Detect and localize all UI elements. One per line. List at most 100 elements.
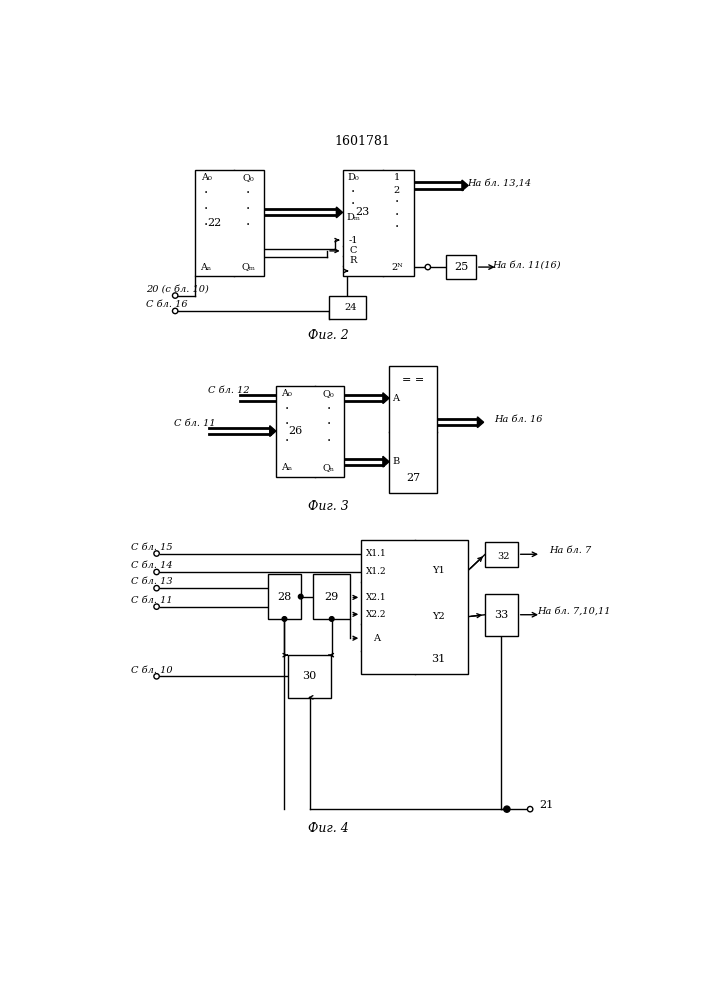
Circle shape	[173, 293, 178, 298]
Text: B: B	[392, 457, 399, 466]
Circle shape	[298, 594, 303, 599]
Text: 1: 1	[394, 173, 400, 182]
Text: 1601781: 1601781	[334, 135, 390, 148]
Text: ·: ·	[246, 218, 250, 232]
Polygon shape	[383, 393, 389, 404]
Text: Aₙ: Aₙ	[201, 263, 212, 272]
Circle shape	[282, 617, 287, 621]
Text: ·: ·	[204, 218, 209, 232]
Bar	[446, 255, 476, 279]
Text: На бл. 7: На бл. 7	[549, 546, 592, 555]
Text: Фиг. 3: Фиг. 3	[308, 500, 349, 513]
Text: A: A	[373, 634, 380, 643]
Text: ·: ·	[246, 202, 250, 216]
Text: D₀: D₀	[348, 173, 359, 182]
Text: ·: ·	[285, 434, 289, 448]
Bar	[485, 542, 518, 567]
Bar	[195, 170, 264, 276]
Text: X2.1: X2.1	[366, 593, 387, 602]
Polygon shape	[270, 426, 276, 436]
Text: ·: ·	[327, 434, 331, 448]
Polygon shape	[462, 180, 468, 191]
Text: С бл. 12: С бл. 12	[209, 386, 250, 395]
Polygon shape	[383, 456, 389, 467]
Text: 27: 27	[406, 473, 420, 483]
Text: Фиг. 4: Фиг. 4	[308, 822, 349, 835]
Text: Aₙ: Aₙ	[281, 463, 293, 472]
Text: Q₀: Q₀	[323, 389, 334, 398]
Bar	[343, 170, 414, 276]
Text: На бл. 13,14: На бл. 13,14	[467, 179, 531, 188]
Text: На бл. 7,10,11: На бл. 7,10,11	[537, 606, 610, 615]
Text: С бл. 16: С бл. 16	[146, 300, 188, 309]
Text: 28: 28	[277, 592, 291, 602]
Text: ·: ·	[351, 197, 356, 211]
Text: ·: ·	[246, 186, 250, 200]
Text: С бл. 11: С бл. 11	[174, 419, 215, 428]
Bar	[313, 574, 351, 619]
Bar	[268, 574, 300, 619]
Text: На бл. 11(16): На бл. 11(16)	[492, 260, 561, 269]
Text: ·: ·	[395, 195, 399, 209]
Text: X1.2: X1.2	[366, 567, 387, 576]
Circle shape	[154, 674, 159, 679]
Text: ·: ·	[204, 202, 209, 216]
Text: C: C	[350, 246, 357, 255]
Text: 32: 32	[497, 552, 509, 561]
Circle shape	[154, 569, 159, 575]
Text: 2: 2	[394, 186, 400, 195]
Text: ·: ·	[327, 402, 331, 416]
Text: ·: ·	[285, 402, 289, 416]
Bar	[485, 594, 518, 636]
Text: X1.1: X1.1	[366, 549, 387, 558]
Text: Q₀: Q₀	[243, 173, 254, 182]
Text: 21: 21	[539, 800, 554, 810]
Text: ·: ·	[395, 220, 399, 234]
Text: = =: = =	[402, 375, 424, 385]
Text: -1: -1	[349, 236, 358, 245]
Bar	[329, 296, 366, 319]
Text: 23: 23	[356, 207, 370, 217]
Circle shape	[154, 551, 159, 556]
Text: A: A	[392, 394, 399, 403]
Text: 31: 31	[431, 654, 446, 664]
Circle shape	[527, 806, 533, 812]
Text: 2ᴺ: 2ᴺ	[391, 263, 403, 272]
Text: R: R	[350, 256, 357, 265]
Circle shape	[154, 604, 159, 609]
Text: Y2: Y2	[432, 612, 445, 621]
Text: ·: ·	[351, 185, 356, 199]
Text: Qₘ: Qₘ	[241, 263, 255, 272]
Text: Фиг. 2: Фиг. 2	[308, 329, 349, 342]
Circle shape	[504, 806, 510, 812]
Bar	[361, 540, 468, 674]
Text: С бл. 13: С бл. 13	[131, 578, 173, 586]
Text: ·: ·	[204, 186, 209, 200]
Text: 33: 33	[494, 610, 508, 620]
Text: A₀: A₀	[201, 173, 211, 182]
Text: 24: 24	[345, 303, 357, 312]
Text: ·: ·	[327, 417, 331, 431]
Text: Qₙ: Qₙ	[322, 463, 334, 472]
Text: A₀: A₀	[281, 389, 292, 398]
Circle shape	[425, 264, 431, 270]
Circle shape	[329, 617, 334, 621]
Text: ·: ·	[395, 208, 399, 222]
Circle shape	[173, 308, 178, 314]
Text: Y1: Y1	[432, 566, 445, 575]
Polygon shape	[337, 207, 343, 218]
Text: 25: 25	[454, 262, 468, 272]
Text: С бл. 14: С бл. 14	[131, 561, 173, 570]
Text: ·: ·	[285, 417, 289, 431]
Text: На бл. 16: На бл. 16	[494, 415, 543, 424]
Text: 29: 29	[325, 592, 339, 602]
Text: 30: 30	[303, 671, 317, 681]
Text: Dₘ: Dₘ	[346, 213, 361, 222]
Bar	[288, 655, 331, 698]
Bar	[389, 366, 437, 493]
Polygon shape	[477, 417, 484, 428]
Text: 22: 22	[208, 218, 222, 228]
Text: X2.2: X2.2	[366, 610, 387, 619]
Text: 26: 26	[288, 426, 303, 436]
Circle shape	[154, 585, 159, 591]
